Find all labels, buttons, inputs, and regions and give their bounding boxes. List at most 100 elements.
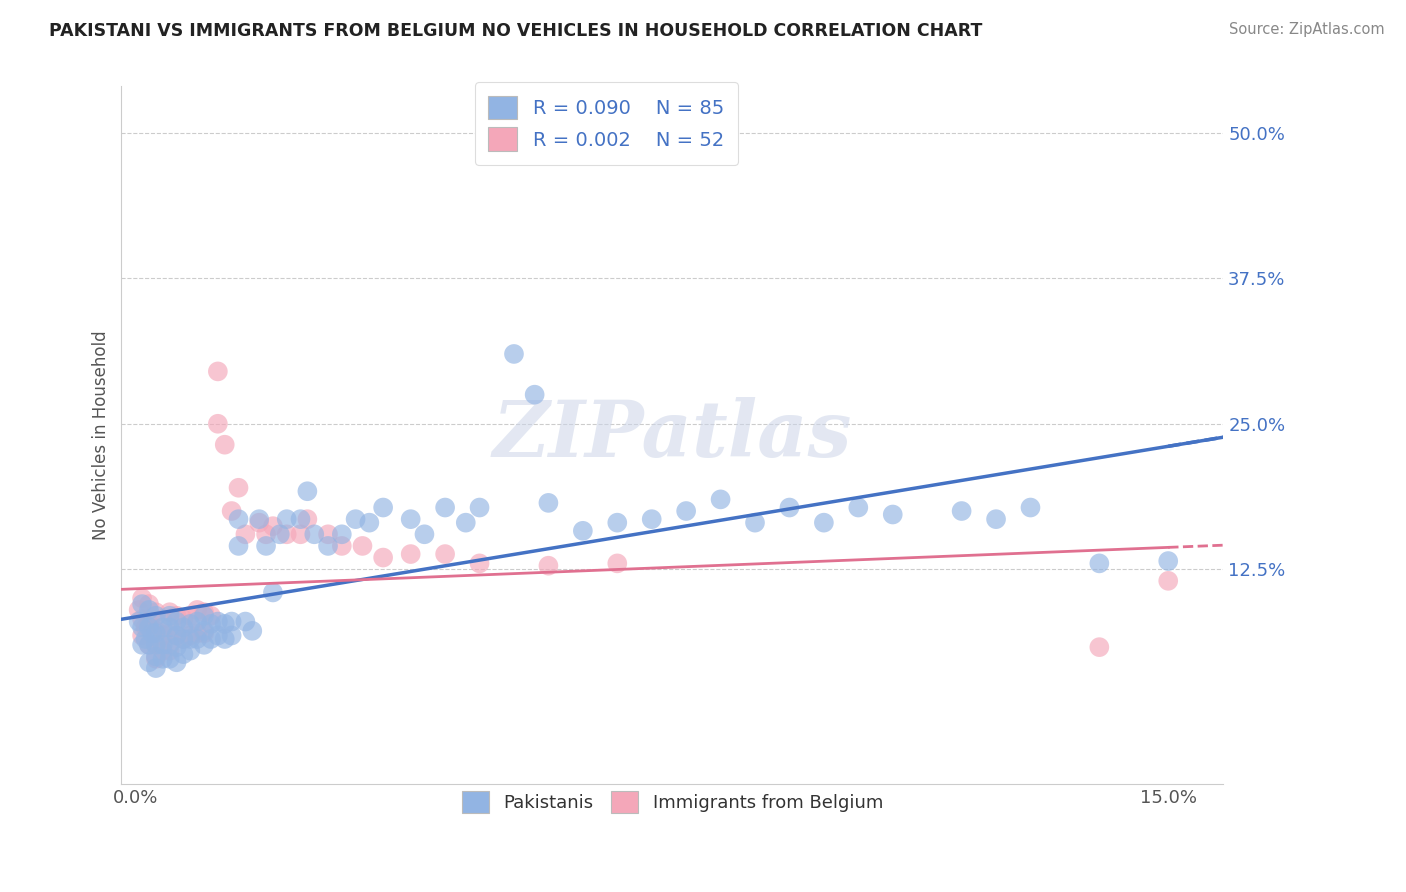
Point — [1019, 500, 1042, 515]
Point — [138, 638, 160, 652]
Point — [152, 612, 174, 626]
Point — [247, 516, 270, 530]
Point — [145, 661, 167, 675]
Point — [434, 547, 457, 561]
Point — [159, 605, 181, 619]
Point — [135, 632, 157, 646]
Point — [152, 638, 174, 652]
Point — [179, 608, 201, 623]
Point — [468, 557, 491, 571]
Point — [373, 500, 395, 515]
Point — [186, 615, 208, 629]
Point — [166, 628, 188, 642]
Point — [606, 516, 628, 530]
Point — [434, 500, 457, 515]
Point — [240, 624, 263, 638]
Text: ZIPatlas: ZIPatlas — [492, 397, 852, 474]
Point — [152, 620, 174, 634]
Point — [247, 512, 270, 526]
Point — [228, 481, 250, 495]
Point — [454, 516, 477, 530]
Point — [207, 417, 229, 431]
Point — [193, 624, 215, 638]
Point — [221, 615, 243, 629]
Text: PAKISTANI VS IMMIGRANTS FROM BELGIUM NO VEHICLES IN HOUSEHOLD CORRELATION CHART: PAKISTANI VS IMMIGRANTS FROM BELGIUM NO … — [49, 22, 983, 40]
Point — [152, 652, 174, 666]
Point — [200, 616, 222, 631]
Point — [235, 615, 257, 629]
Point — [359, 516, 381, 530]
Point — [179, 643, 201, 657]
Point — [172, 647, 194, 661]
Point — [193, 638, 215, 652]
Point — [166, 628, 188, 642]
Point — [145, 649, 167, 664]
Point — [228, 512, 250, 526]
Point — [572, 524, 595, 538]
Point — [131, 620, 153, 634]
Point — [138, 638, 160, 652]
Point — [159, 620, 181, 634]
Point — [352, 539, 374, 553]
Point — [262, 585, 284, 599]
Point — [813, 516, 835, 530]
Point — [214, 632, 236, 646]
Point — [846, 500, 869, 515]
Point — [179, 616, 201, 631]
Point — [138, 603, 160, 617]
Point — [159, 643, 181, 657]
Point — [254, 527, 277, 541]
Point — [131, 591, 153, 606]
Point — [138, 616, 160, 631]
Point — [290, 527, 312, 541]
Point — [950, 504, 973, 518]
Point — [200, 608, 222, 623]
Point — [675, 504, 697, 518]
Point — [269, 527, 291, 541]
Point — [207, 628, 229, 642]
Point — [399, 512, 422, 526]
Point — [193, 605, 215, 619]
Point — [172, 632, 194, 646]
Point — [207, 364, 229, 378]
Point — [744, 516, 766, 530]
Point — [145, 605, 167, 619]
Point — [297, 484, 319, 499]
Point — [214, 438, 236, 452]
Point — [413, 527, 436, 541]
Point — [138, 620, 160, 634]
Point — [254, 539, 277, 553]
Point — [290, 512, 312, 526]
Point — [399, 547, 422, 561]
Y-axis label: No Vehicles in Household: No Vehicles in Household — [93, 331, 110, 541]
Point — [330, 527, 353, 541]
Point — [537, 558, 560, 573]
Point — [179, 632, 201, 646]
Point — [193, 626, 215, 640]
Point — [152, 628, 174, 642]
Point — [145, 624, 167, 638]
Point — [537, 496, 560, 510]
Point — [186, 632, 208, 646]
Point — [276, 512, 298, 526]
Point — [152, 643, 174, 657]
Point — [131, 612, 153, 626]
Point — [131, 628, 153, 642]
Point — [468, 500, 491, 515]
Point — [641, 512, 664, 526]
Point — [330, 539, 353, 553]
Point — [304, 527, 326, 541]
Point — [186, 603, 208, 617]
Point — [200, 632, 222, 646]
Point — [221, 628, 243, 642]
Point — [186, 626, 208, 640]
Point — [503, 347, 526, 361]
Point — [221, 504, 243, 518]
Point — [710, 492, 733, 507]
Point — [166, 640, 188, 654]
Point — [141, 626, 163, 640]
Point — [166, 615, 188, 629]
Point — [523, 387, 546, 401]
Point — [262, 519, 284, 533]
Point — [159, 608, 181, 623]
